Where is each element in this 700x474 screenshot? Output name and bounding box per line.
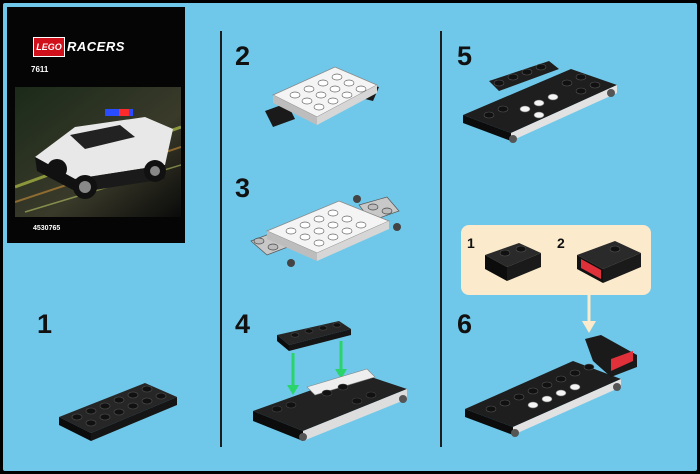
step-4-add-plate	[253, 321, 407, 441]
step-3-number: 3	[235, 173, 251, 203]
step-6-number: 6	[457, 309, 473, 339]
sub-assembly-callout: 1 2	[461, 225, 651, 295]
column-divider	[220, 31, 222, 447]
instruction-page: LEGO RACERS 7611	[3, 3, 697, 471]
callout-arrow	[582, 295, 596, 333]
step-5-black-assembly	[463, 61, 617, 143]
lego-logo: LEGO	[33, 37, 65, 57]
step-2-number: 2	[235, 41, 251, 71]
substep-1-black-brick	[485, 243, 541, 281]
step-3-axle-assembly	[250, 195, 401, 267]
product-code: 4530765	[33, 225, 61, 232]
racers-logo: RACERS	[67, 39, 125, 54]
step-4-number: 4	[235, 309, 251, 339]
column-divider	[440, 31, 442, 447]
step-1-black-plate	[59, 383, 177, 441]
step-1-number: 1	[37, 309, 53, 339]
substep-1-number: 1	[467, 235, 475, 251]
step-6-final-assembly	[465, 335, 637, 437]
substep-2-number: 2	[557, 235, 565, 251]
police-car-image	[15, 87, 181, 217]
set-number: 7611	[31, 65, 49, 74]
step-2-white-plate	[265, 66, 379, 127]
set-box-cover: LEGO RACERS 7611	[7, 7, 185, 243]
substep-2-red-light-brick	[577, 241, 641, 283]
step-5-number: 5	[457, 41, 473, 71]
